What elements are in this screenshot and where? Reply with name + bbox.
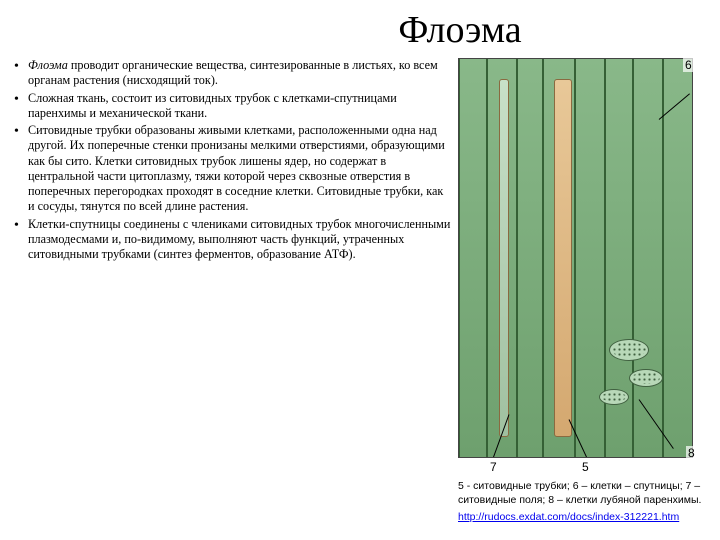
list-item: Флоэма проводит органические вещества, с… (8, 58, 452, 89)
list-item: Ситовидные трубки образованы живыми клет… (8, 123, 452, 215)
page-title: Флоэма (0, 0, 720, 58)
content-row: Флоэма проводит органические вещества, с… (0, 58, 720, 525)
image-column: 6 7 5 8 5 - ситовидные трубки; 6 – клетк… (458, 58, 708, 525)
source-link[interactable]: http://rudocs.exdat.com/docs/index-31222… (458, 511, 679, 523)
diagram-caption: 5 - ситовидные трубки; 6 – клетки – спут… (458, 480, 708, 507)
bullet-pre: Клетки-спутницы соединены с члениками си… (28, 217, 450, 262)
phloem-diagram (458, 58, 693, 458)
list-item: Клетки-спутницы соединены с члениками си… (8, 217, 452, 263)
list-item: Сложная ткань, состоит из ситовидных тру… (8, 91, 452, 122)
bullet-list: Флоэма проводит органические вещества, с… (8, 58, 452, 262)
label-8: 8 (686, 446, 697, 460)
label-5: 5 (580, 460, 591, 474)
text-column: Флоэма проводит органические вещества, с… (8, 58, 458, 525)
label-7: 7 (488, 460, 499, 474)
bullet-post: проводит органические вещества, синтезир… (28, 58, 438, 87)
label-6: 6 (683, 58, 694, 72)
bullet-italic: Флоэма (28, 58, 68, 72)
bullet-pre: Сложная ткань, состоит из ситовидных тру… (28, 91, 397, 120)
bullet-pre: Ситовидные трубки образованы живыми клет… (28, 123, 445, 213)
